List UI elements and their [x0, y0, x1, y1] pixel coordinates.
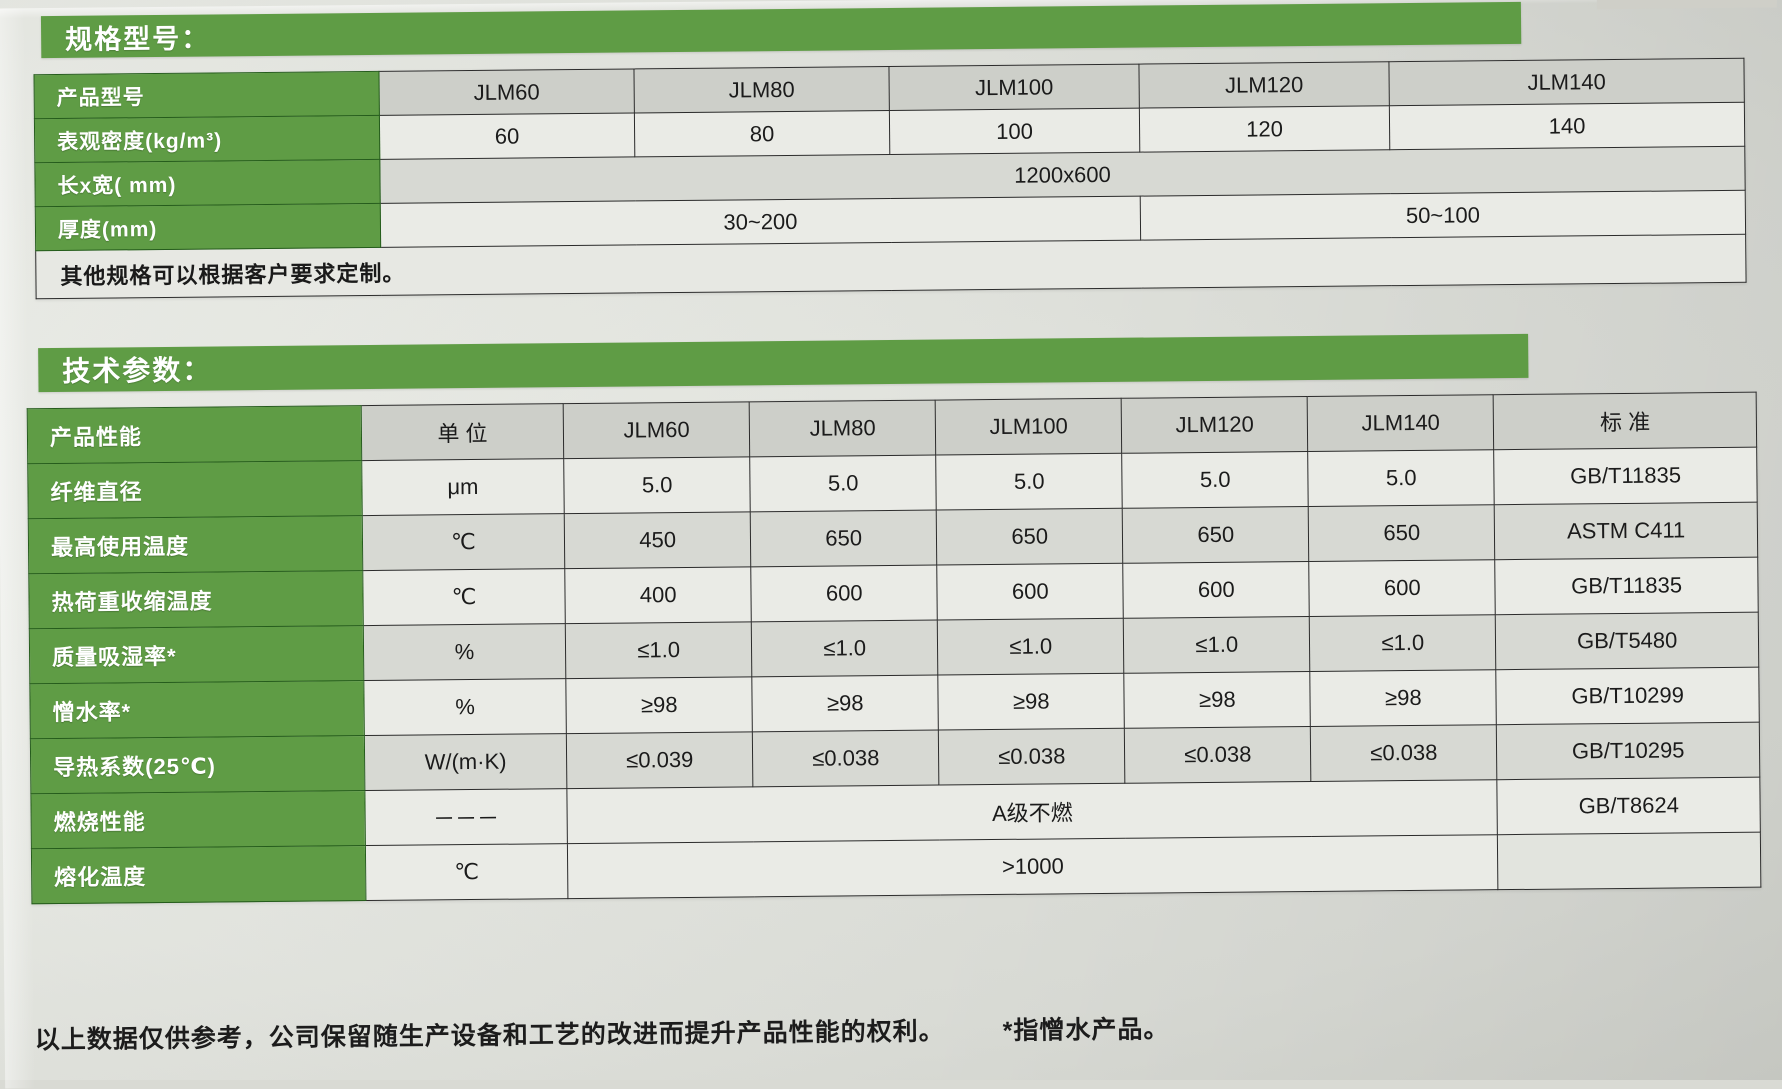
tech-standard-melting-temp [1497, 832, 1761, 890]
tech-header-jlm100: JLM100 [935, 398, 1122, 456]
tech-value-moisture-absorption-jlm100: ≤1.0 [937, 618, 1125, 676]
spec-density-jlm140: 140 [1389, 102, 1745, 150]
spec-row-label-model: 产品型号 [33, 71, 380, 119]
tech-header-jlm80: JLM80 [749, 400, 936, 457]
tech-value-max-service-temp-jlm60: 450 [564, 511, 751, 569]
spec-row-label-thickness: 厚度(mm) [35, 203, 381, 251]
tech-value-thermal-conductivity-jlm100: ≤0.038 [938, 728, 1126, 786]
section-banner-tech: 技术参数： [38, 333, 1529, 393]
tech-value-melting-temp: >1000 [567, 834, 1499, 899]
spec-density-jlm120: 120 [1139, 105, 1390, 153]
tech-value-moisture-absorption-jlm120: ≤1.0 [1123, 616, 1311, 674]
tech-value-moisture-absorption-jlm140: ≤1.0 [1309, 614, 1497, 672]
tech-value-fiber-diameter-jlm140: 5.0 [1307, 449, 1495, 507]
tech-value-fiber-diameter-jlm80: 5.0 [749, 455, 937, 512]
tech-header-jlm60: JLM60 [563, 401, 750, 459]
tech-value-shrinkage-temp-jlm140: 600 [1309, 559, 1496, 617]
tech-value-water-repellency-jlm60: ≥98 [566, 676, 753, 734]
tech-standard-combustion: GB/T8624 [1497, 777, 1761, 835]
tech-value-moisture-absorption-jlm60: ≤1.0 [565, 621, 753, 679]
tech-value-water-repellency-jlm120: ≥98 [1124, 671, 1311, 729]
tech-table: 产品性能 单 位 JLM60 JLM80 JLM100 JLM120 JLM14… [26, 391, 1762, 905]
tech-standard-water-repellency: GB/T10299 [1496, 667, 1760, 725]
tech-header-jlm120: JLM120 [1121, 396, 1308, 454]
tech-unit-combustion: －－－ [364, 788, 568, 846]
tech-standard-moisture-absorption: GB/T5480 [1495, 612, 1759, 670]
tech-standard-max-service-temp: ASTM C411 [1494, 502, 1758, 560]
paper-corner-mark [1596, 0, 1777, 10]
tech-value-shrinkage-temp-jlm120: 600 [1123, 561, 1310, 619]
tech-value-thermal-conductivity-jlm140: ≤0.038 [1310, 724, 1498, 782]
tech-value-max-service-temp-jlm120: 650 [1122, 506, 1310, 564]
tech-unit-water-repellency: % [363, 678, 567, 736]
tech-row-label-fiber-diameter: 纤维直径 [27, 460, 362, 519]
tech-standard-fiber-diameter: GB/T11835 [1494, 447, 1758, 505]
tech-header-jlm140: JLM140 [1307, 394, 1495, 452]
tech-value-shrinkage-temp-jlm60: 400 [564, 566, 752, 624]
section-banner-tech-label: 技术参数： [62, 354, 213, 387]
tech-unit-moisture-absorption: % [363, 623, 567, 681]
spec-model-jlm140: JLM140 [1388, 58, 1745, 106]
tech-unit-fiber-diameter: μm [361, 458, 565, 516]
spec-thickness-range-low: 30~200 [380, 196, 1141, 248]
tech-row-label-max-service-temp: 最高使用温度 [28, 515, 363, 574]
tech-value-fiber-diameter-jlm120: 5.0 [1121, 451, 1309, 509]
section-banner-spec-label: 规格型号： [65, 23, 211, 55]
tech-header-performance: 产品性能 [27, 405, 362, 464]
tech-value-max-service-temp-jlm140: 650 [1308, 504, 1496, 562]
tech-row-label-melting-temp: 熔化温度 [31, 845, 366, 904]
tech-value-thermal-conductivity-jlm60: ≤0.039 [566, 731, 754, 789]
spec-row-label-size: 长x宽( mm) [34, 159, 381, 207]
tech-unit-max-service-temp: ℃ [361, 513, 565, 571]
spec-density-jlm80: 80 [634, 110, 890, 157]
spec-density-jlm60: 60 [379, 112, 635, 160]
tech-value-combustion: A级不燃 [567, 779, 1498, 844]
tech-unit-shrinkage-temp: ℃ [362, 568, 566, 626]
tech-value-fiber-diameter-jlm60: 5.0 [563, 456, 751, 514]
spec-model-jlm120: JLM120 [1138, 61, 1390, 109]
tech-row-label-combustion: 燃烧性能 [30, 790, 366, 849]
tech-row-label-water-repellency: 憎水率* [29, 680, 365, 739]
spec-model-jlm80: JLM80 [633, 66, 890, 113]
tech-standard-shrinkage-temp: GB/T11835 [1495, 557, 1759, 615]
spec-model-jlm100: JLM100 [888, 64, 1140, 111]
tech-value-moisture-absorption-jlm80: ≤1.0 [751, 620, 939, 677]
tech-value-max-service-temp-jlm100: 650 [936, 508, 1124, 566]
tech-standard-thermal-conductivity: GB/T10295 [1496, 722, 1760, 780]
tech-value-thermal-conductivity-jlm80: ≤0.038 [752, 730, 940, 787]
spec-table: 产品型号 JLM60 JLM80 JLM100 JLM120 JLM140 表观… [33, 57, 1747, 300]
spec-row-label-density: 表观密度(kg/m³) [34, 115, 380, 163]
footnote-star-note: *指憎水产品。 [1002, 1015, 1170, 1045]
tech-value-water-repellency-jlm100: ≥98 [938, 673, 1125, 731]
tech-header-standard: 标 准 [1493, 392, 1757, 450]
tech-unit-thermal-conductivity: W/(m·K) [364, 733, 568, 791]
tech-value-fiber-diameter-jlm100: 5.0 [935, 453, 1123, 511]
spec-model-jlm60: JLM60 [378, 68, 635, 116]
tech-row-label-moisture-absorption: 质量吸湿率* [29, 625, 364, 684]
tech-value-water-repellency-jlm140: ≥98 [1310, 669, 1497, 727]
tech-row-label-thermal-conductivity: 导热系数(25℃) [30, 735, 365, 794]
tech-value-thermal-conductivity-jlm120: ≤0.038 [1124, 726, 1312, 784]
tech-value-shrinkage-temp-jlm80: 600 [750, 565, 938, 622]
tech-value-shrinkage-temp-jlm100: 600 [936, 563, 1124, 621]
spec-thickness-range-high: 50~100 [1140, 190, 1746, 241]
tech-value-water-repellency-jlm80: ≥98 [752, 675, 939, 732]
tech-row-label-shrinkage-temp: 热荷重收缩温度 [28, 570, 364, 629]
footnote: 以上数据仅供参考，公司保留随生产设备和工艺的改进而提升产品性能的权利。 *指憎水… [35, 1004, 1765, 1057]
footnote-disclaimer: 以上数据仅供参考，公司保留随生产设备和工艺的改进而提升产品性能的权利。 [34, 1017, 945, 1055]
tech-unit-melting-temp: ℃ [365, 843, 569, 901]
spec-density-jlm100: 100 [889, 108, 1140, 155]
tech-header-unit: 单 位 [360, 403, 564, 461]
tech-value-max-service-temp-jlm80: 650 [750, 510, 937, 567]
